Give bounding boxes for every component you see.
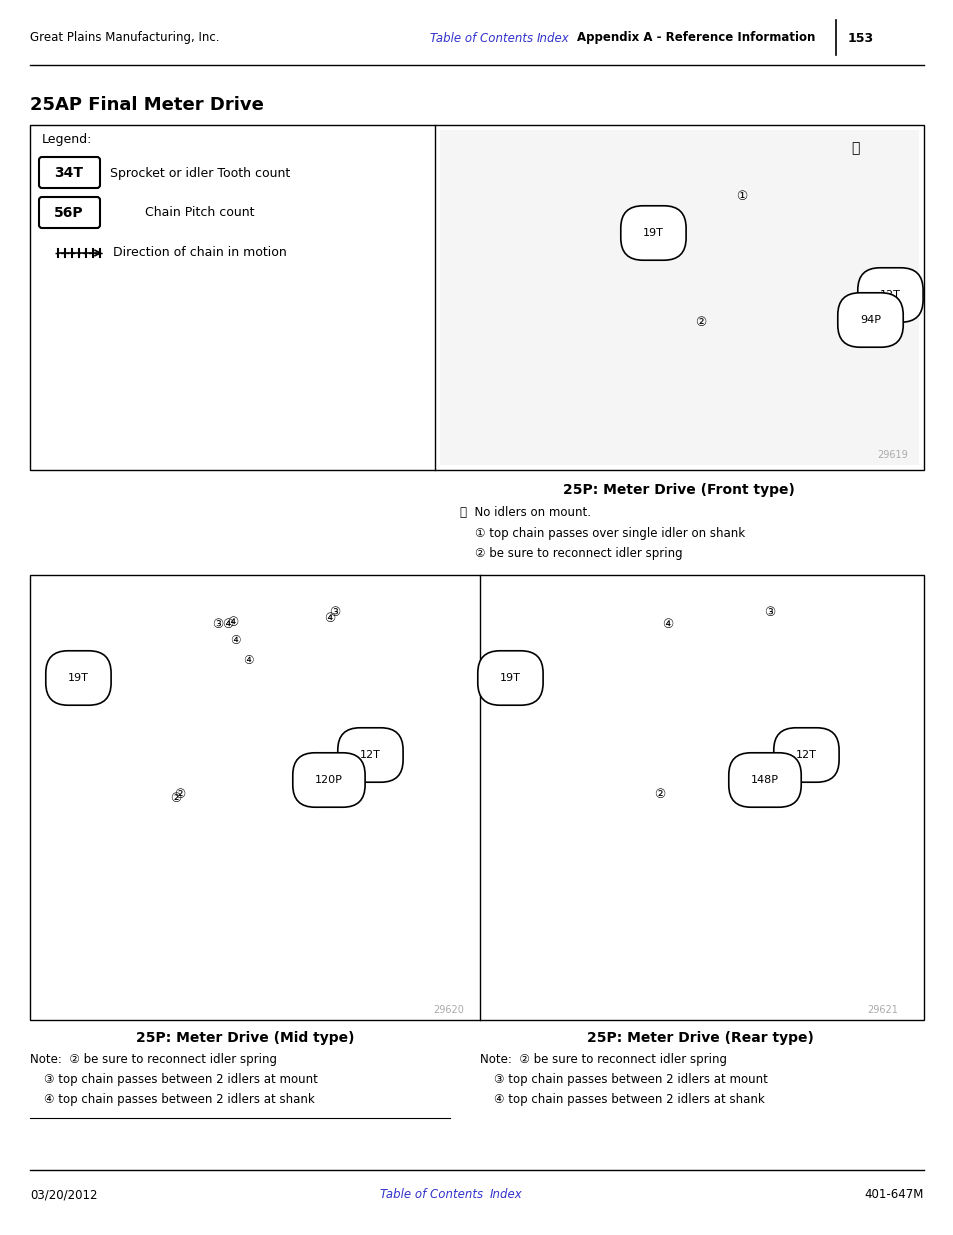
Text: ① top chain passes over single idler on shank: ① top chain passes over single idler on … [475, 526, 744, 540]
Text: ②: ② [654, 788, 665, 802]
Text: 29620: 29620 [433, 1005, 463, 1015]
Text: ③: ③ [329, 606, 340, 620]
Text: Sprocket or idler Tooth count: Sprocket or idler Tooth count [110, 167, 290, 179]
Text: ② be sure to reconnect idler spring: ② be sure to reconnect idler spring [475, 547, 682, 559]
Text: 25P: Meter Drive (Mid type): 25P: Meter Drive (Mid type) [135, 1031, 354, 1045]
Text: ④: ④ [230, 634, 240, 646]
Text: 120P: 120P [314, 776, 342, 785]
Text: 34T: 34T [54, 165, 84, 180]
Text: Note:  ② be sure to reconnect idler spring: Note: ② be sure to reconnect idler sprin… [479, 1053, 726, 1067]
Text: 148P: 148P [750, 776, 779, 785]
Text: 12T: 12T [359, 750, 380, 760]
Text: ④: ④ [324, 611, 335, 625]
Text: ③: ③ [763, 606, 775, 620]
Text: 12T: 12T [795, 750, 816, 760]
Text: ⓞ: ⓞ [850, 141, 859, 156]
Text: Chain Pitch count: Chain Pitch count [145, 206, 254, 220]
Text: ④: ④ [661, 619, 673, 631]
Text: 401-647M: 401-647M [863, 1188, 923, 1202]
Text: 25P: Meter Drive (Front type): 25P: Meter Drive (Front type) [562, 483, 794, 496]
Text: ④ top chain passes between 2 idlers at shank: ④ top chain passes between 2 idlers at s… [494, 1093, 764, 1107]
Text: Index: Index [537, 32, 569, 44]
Bar [439, 130, 918, 466]
Text: ⓞ  No idlers on mount.: ⓞ No idlers on mount. [459, 506, 590, 520]
Text: ④: ④ [242, 653, 253, 667]
Text: ③ top chain passes between 2 idlers at mount: ③ top chain passes between 2 idlers at m… [494, 1073, 767, 1087]
Text: 56P: 56P [54, 206, 84, 220]
Text: ①: ① [736, 190, 747, 204]
FancyBboxPatch shape [39, 198, 100, 228]
Text: 19T: 19T [499, 673, 520, 683]
Text: Table of Contents: Table of Contents [379, 1188, 482, 1202]
Text: 94P: 94P [859, 315, 880, 325]
Text: ③ top chain passes between 2 idlers at mount: ③ top chain passes between 2 idlers at m… [44, 1073, 317, 1087]
Text: 25P: Meter Drive (Rear type): 25P: Meter Drive (Rear type) [586, 1031, 813, 1045]
Text: ②: ② [171, 793, 181, 805]
Text: 03/20/2012: 03/20/2012 [30, 1188, 97, 1202]
Text: ②: ② [174, 788, 186, 802]
Text: ④: ④ [227, 615, 238, 629]
Text: 29621: 29621 [866, 1005, 897, 1015]
Text: Note:  ② be sure to reconnect idler spring: Note: ② be sure to reconnect idler sprin… [30, 1053, 276, 1067]
Text: 153: 153 [847, 32, 873, 44]
Text: Table of Contents: Table of Contents [430, 32, 533, 44]
Text: ④: ④ [222, 619, 233, 631]
Text: ④ top chain passes between 2 idlers at shank: ④ top chain passes between 2 idlers at s… [44, 1093, 314, 1107]
Text: Appendix A - Reference Information: Appendix A - Reference Information [577, 32, 815, 44]
Bar [30, 125, 923, 471]
Text: Legend:: Legend: [42, 133, 92, 147]
Text: ②: ② [695, 315, 706, 329]
Text: 29619: 29619 [877, 450, 907, 459]
Text: 19T: 19T [68, 673, 89, 683]
FancyBboxPatch shape [39, 157, 100, 188]
Text: Direction of chain in motion: Direction of chain in motion [113, 247, 287, 259]
Text: Index: Index [490, 1188, 522, 1202]
Text: Great Plains Manufacturing, Inc.: Great Plains Manufacturing, Inc. [30, 32, 219, 44]
Bar [30, 576, 923, 1020]
Text: ③: ③ [213, 619, 223, 631]
Text: 25AP Final Meter Drive: 25AP Final Meter Drive [30, 96, 264, 114]
Text: 12T: 12T [879, 290, 900, 300]
Text: 19T: 19T [642, 228, 663, 238]
